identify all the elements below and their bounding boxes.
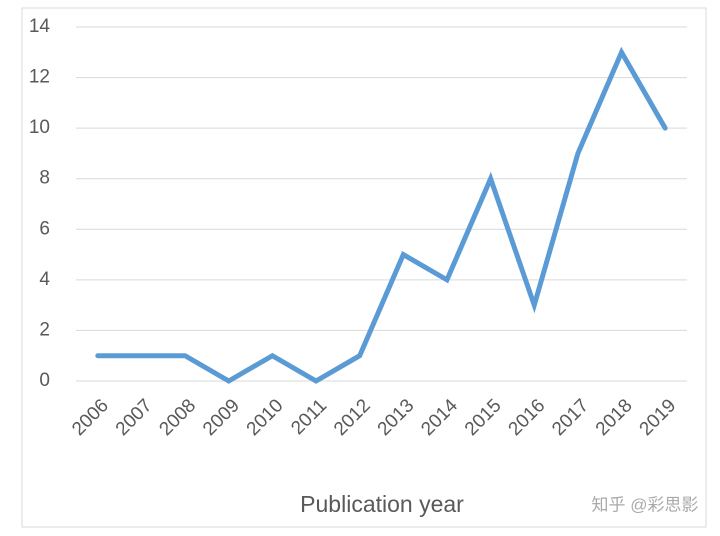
y-tick-label: 6 bbox=[39, 218, 50, 239]
x-axis-label: Publication year bbox=[300, 491, 464, 517]
y-tick-label: 10 bbox=[29, 117, 50, 138]
chart-border bbox=[21, 7, 707, 528]
y-tick-label: 0 bbox=[39, 370, 50, 391]
y-tick-label: 12 bbox=[29, 67, 50, 88]
y-tick-label: 2 bbox=[39, 319, 50, 340]
watermark: 知乎 @彩思影 bbox=[592, 495, 699, 514]
y-tick-label: 8 bbox=[39, 168, 50, 189]
data-line bbox=[95, 46, 668, 384]
y-tick-label: 14 bbox=[29, 16, 51, 37]
y-tick-label: 4 bbox=[39, 269, 50, 290]
